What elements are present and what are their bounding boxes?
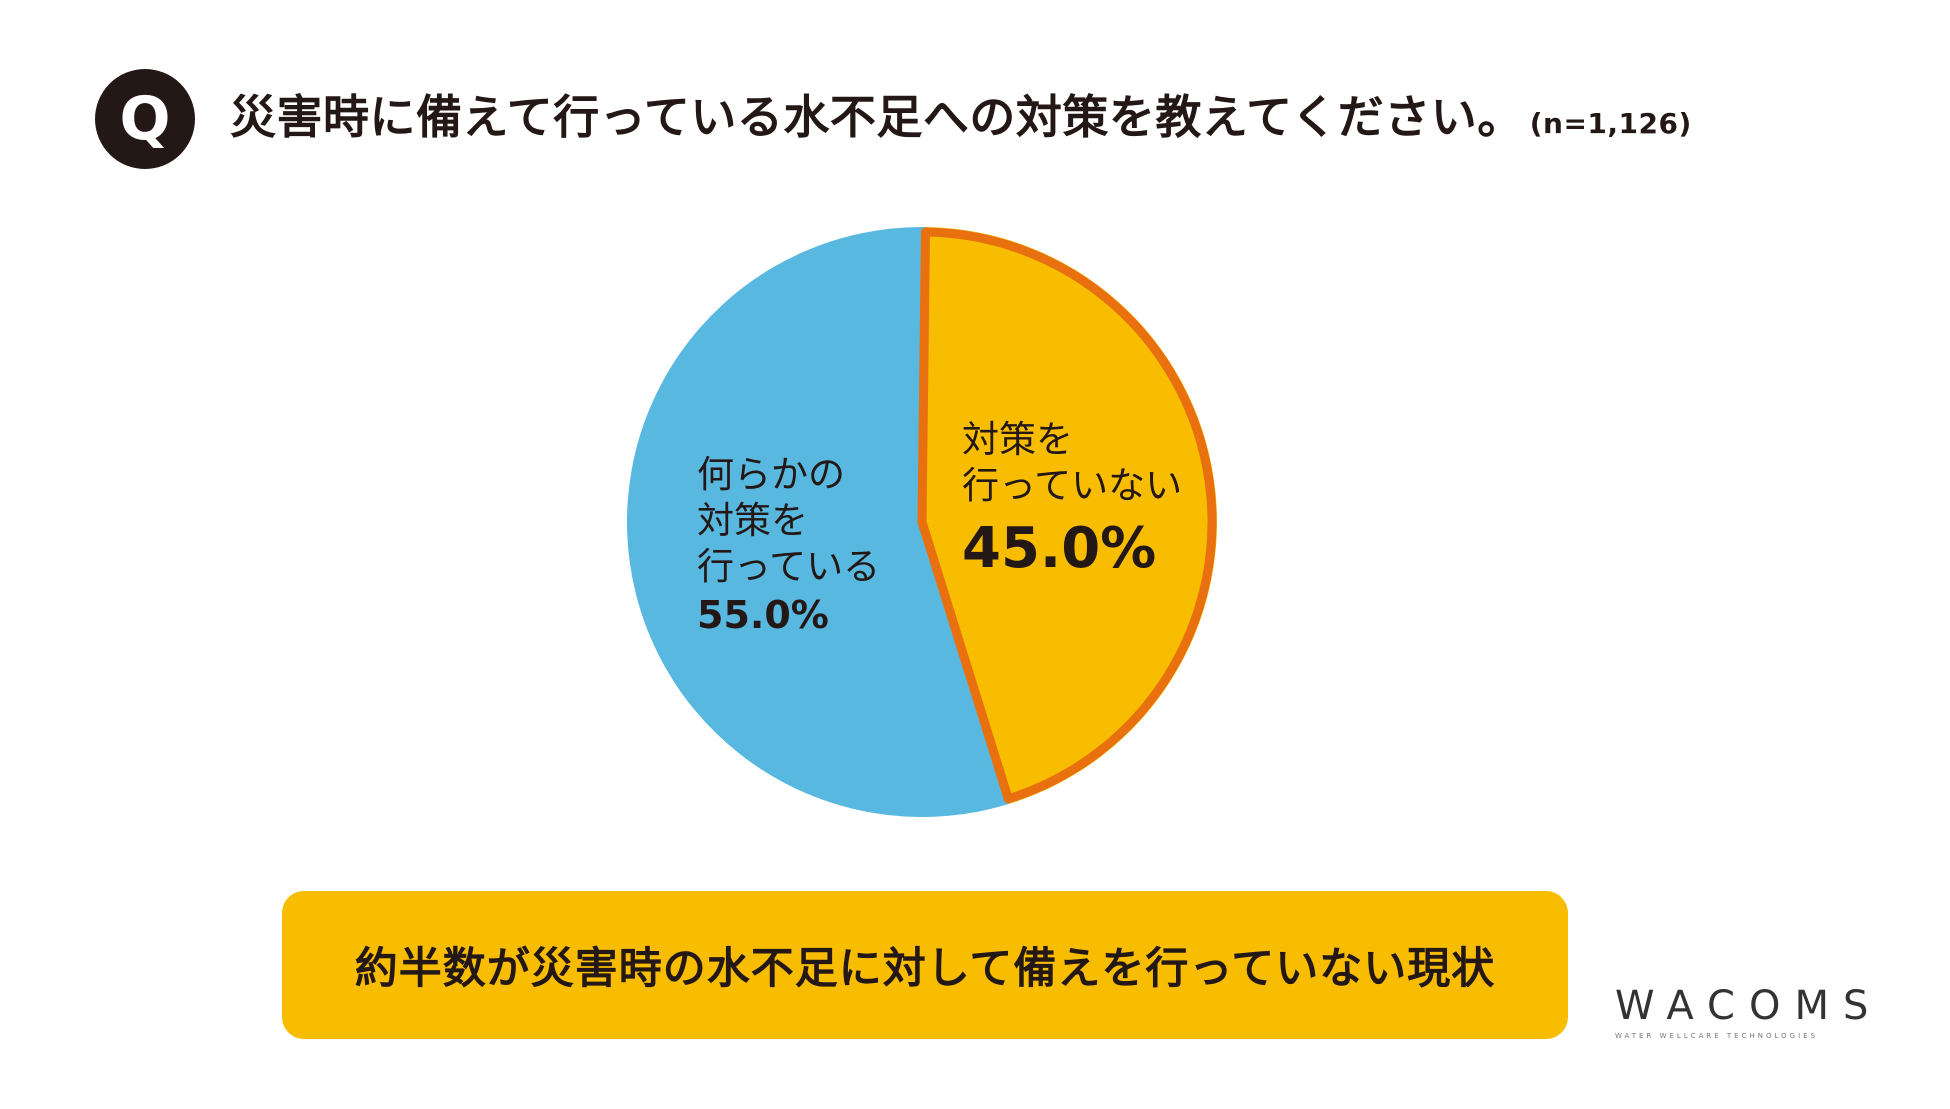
logo-wordmark: WACOMS xyxy=(1615,983,1883,1029)
slice-label-not-prepared-line2: 行っていない xyxy=(962,464,1183,507)
wacoms-logo: WACOMS WATER WELLCARE TECHNOLOGIES xyxy=(1615,984,1885,1040)
pie-slice-1 xyxy=(627,227,1010,818)
slice-value-prepared: 55.0% xyxy=(697,593,829,637)
slice-value-not-prepared: 45.0% xyxy=(962,516,1157,581)
question-badge: Q xyxy=(95,69,195,169)
sample-size: (n=1,126) xyxy=(1529,107,1692,140)
slice-label-not-prepared: 対策を 行っていない 45.0% xyxy=(962,417,1182,585)
slice-label-prepared-line2: 対策を xyxy=(697,499,808,542)
question-text: 災害時に備えて行っている水不足への対策を教えてください。 xyxy=(230,90,1524,144)
slice-label-prepared: 何らかの 対策を 行っている 55.0% xyxy=(697,452,880,640)
logo-tagline: WATER WELLCARE TECHNOLOGIES xyxy=(1615,1032,1819,1040)
slice-label-prepared-line3: 行っている xyxy=(697,545,881,588)
question-title: 災害時に備えて行っている水不足への対策を教えてください。 (n=1,126) xyxy=(230,82,1692,159)
slice-label-not-prepared-line1: 対策を xyxy=(962,418,1073,461)
slice-label-prepared-line1: 何らかの xyxy=(697,453,845,496)
summary-banner: 約半数が災害時の水不足に対して備えを行っていない現状 xyxy=(282,891,1568,1039)
pie-slice-highlight-0 xyxy=(917,227,1217,804)
